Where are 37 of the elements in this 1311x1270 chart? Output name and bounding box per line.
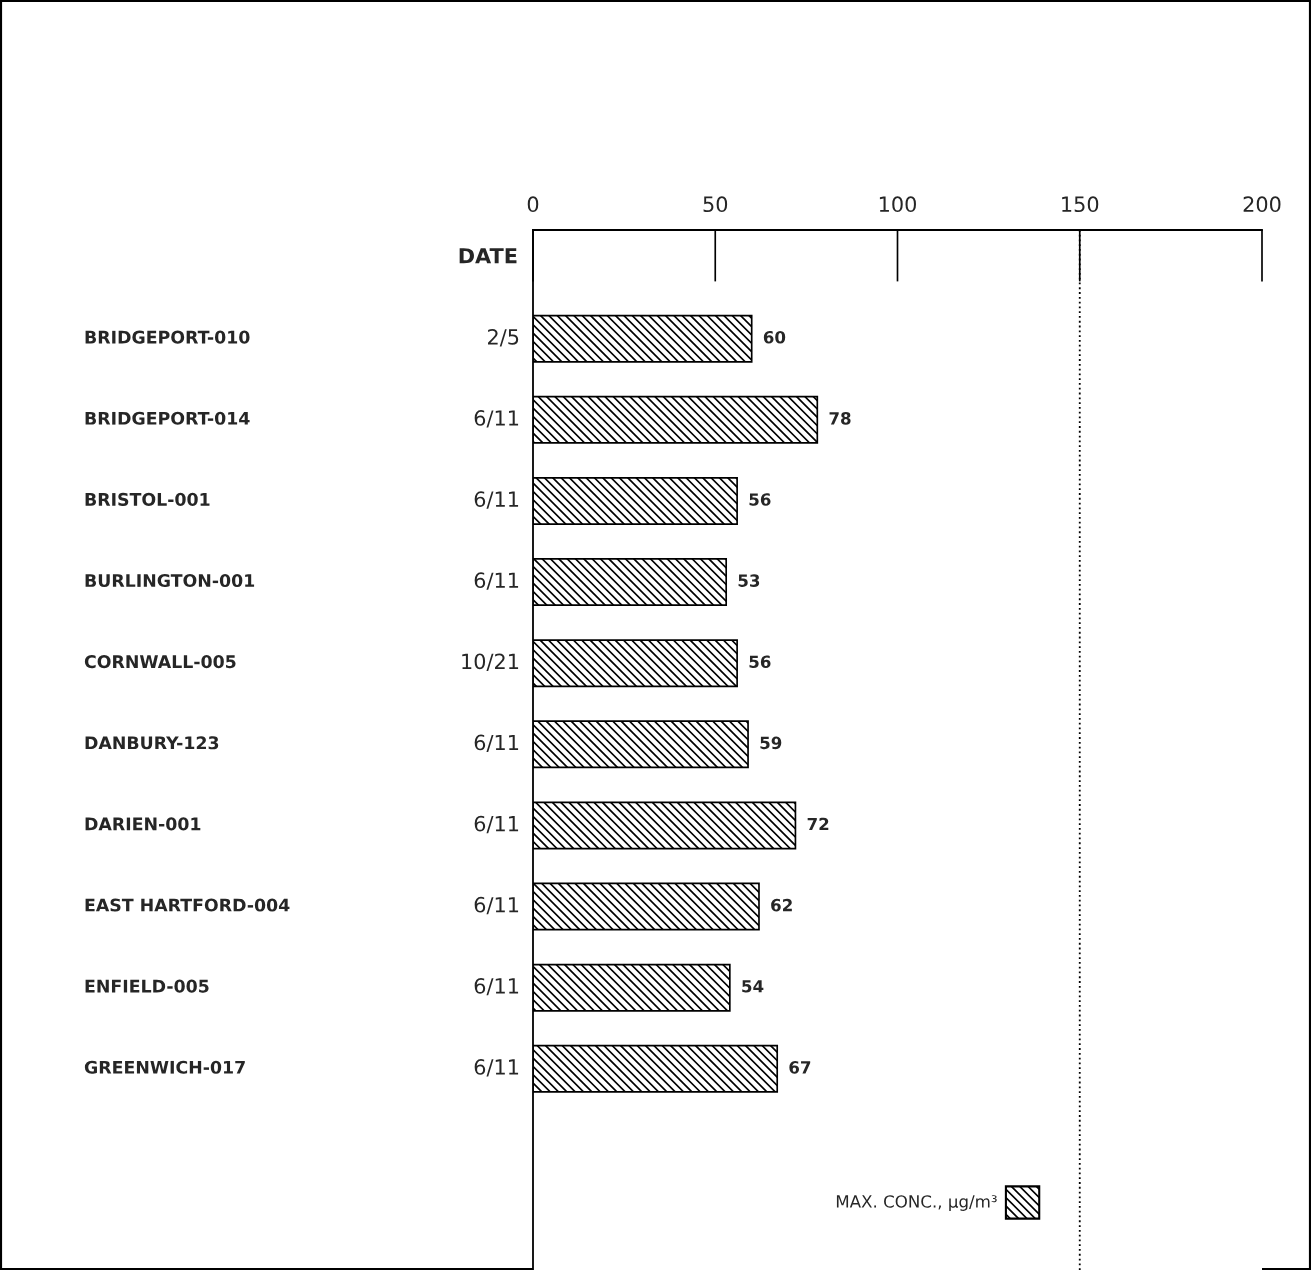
x2-tick-label: 50	[703, 196, 728, 213]
x2-tick-label: 200	[1243, 196, 1281, 213]
x2-tick-label: 150	[1062, 196, 1099, 213]
legend-label: MAX. CONC., µg/m³	[836, 1195, 997, 1211]
y-tick-label: BURLINGTON-001	[85, 573, 255, 588]
data-label: 53	[738, 574, 760, 587]
y-tick-label: GREENWICH-017	[84, 1060, 245, 1074]
y-tick-label: BRISTOL-001	[85, 492, 210, 506]
y-tick-label: CORNWALL-005	[84, 655, 236, 669]
data-label: 59	[760, 736, 782, 750]
x2-tick-label: 0	[527, 196, 539, 213]
data-label: 62	[771, 898, 792, 912]
y2-tick-label: 2/5	[488, 328, 519, 347]
data-label: 56	[749, 655, 771, 669]
y2-tick-label: 6/11	[474, 734, 519, 752]
y2-tick-label: 6/11	[474, 491, 519, 509]
y2-axis-title: DATE	[459, 248, 517, 264]
y2-tick-label: 6/11	[474, 410, 519, 428]
data-label: 56	[749, 493, 771, 506]
y-tick-label: BRIDGEPORT-014	[85, 411, 250, 425]
data-label: 72	[807, 817, 829, 831]
data-label: 54	[742, 980, 764, 993]
y-tick-label: ENFIELD-005	[85, 979, 209, 993]
y-tick-label: DANBURY-123	[85, 736, 219, 750]
data-label: 78	[829, 412, 851, 425]
y2-tick-label: 6/11	[474, 1059, 519, 1077]
y2-tick-label: 6/11	[474, 572, 519, 590]
y2-tick-label: 6/11	[474, 896, 519, 915]
y2-tick-label: 6/11	[474, 977, 519, 996]
y2-tick-label: 10/21	[462, 653, 519, 671]
y-tick-label: DARIEN-001	[85, 817, 201, 831]
data-label: 60	[763, 330, 786, 344]
x2-tick-label: 100	[879, 196, 916, 213]
y2-tick-label: 6/11	[474, 815, 519, 834]
data-label: 67	[789, 1061, 811, 1074]
y-tick-label: BRIDGEPORT-010	[85, 330, 250, 344]
y-tick-label: EAST HARTFORD-004	[85, 898, 290, 912]
